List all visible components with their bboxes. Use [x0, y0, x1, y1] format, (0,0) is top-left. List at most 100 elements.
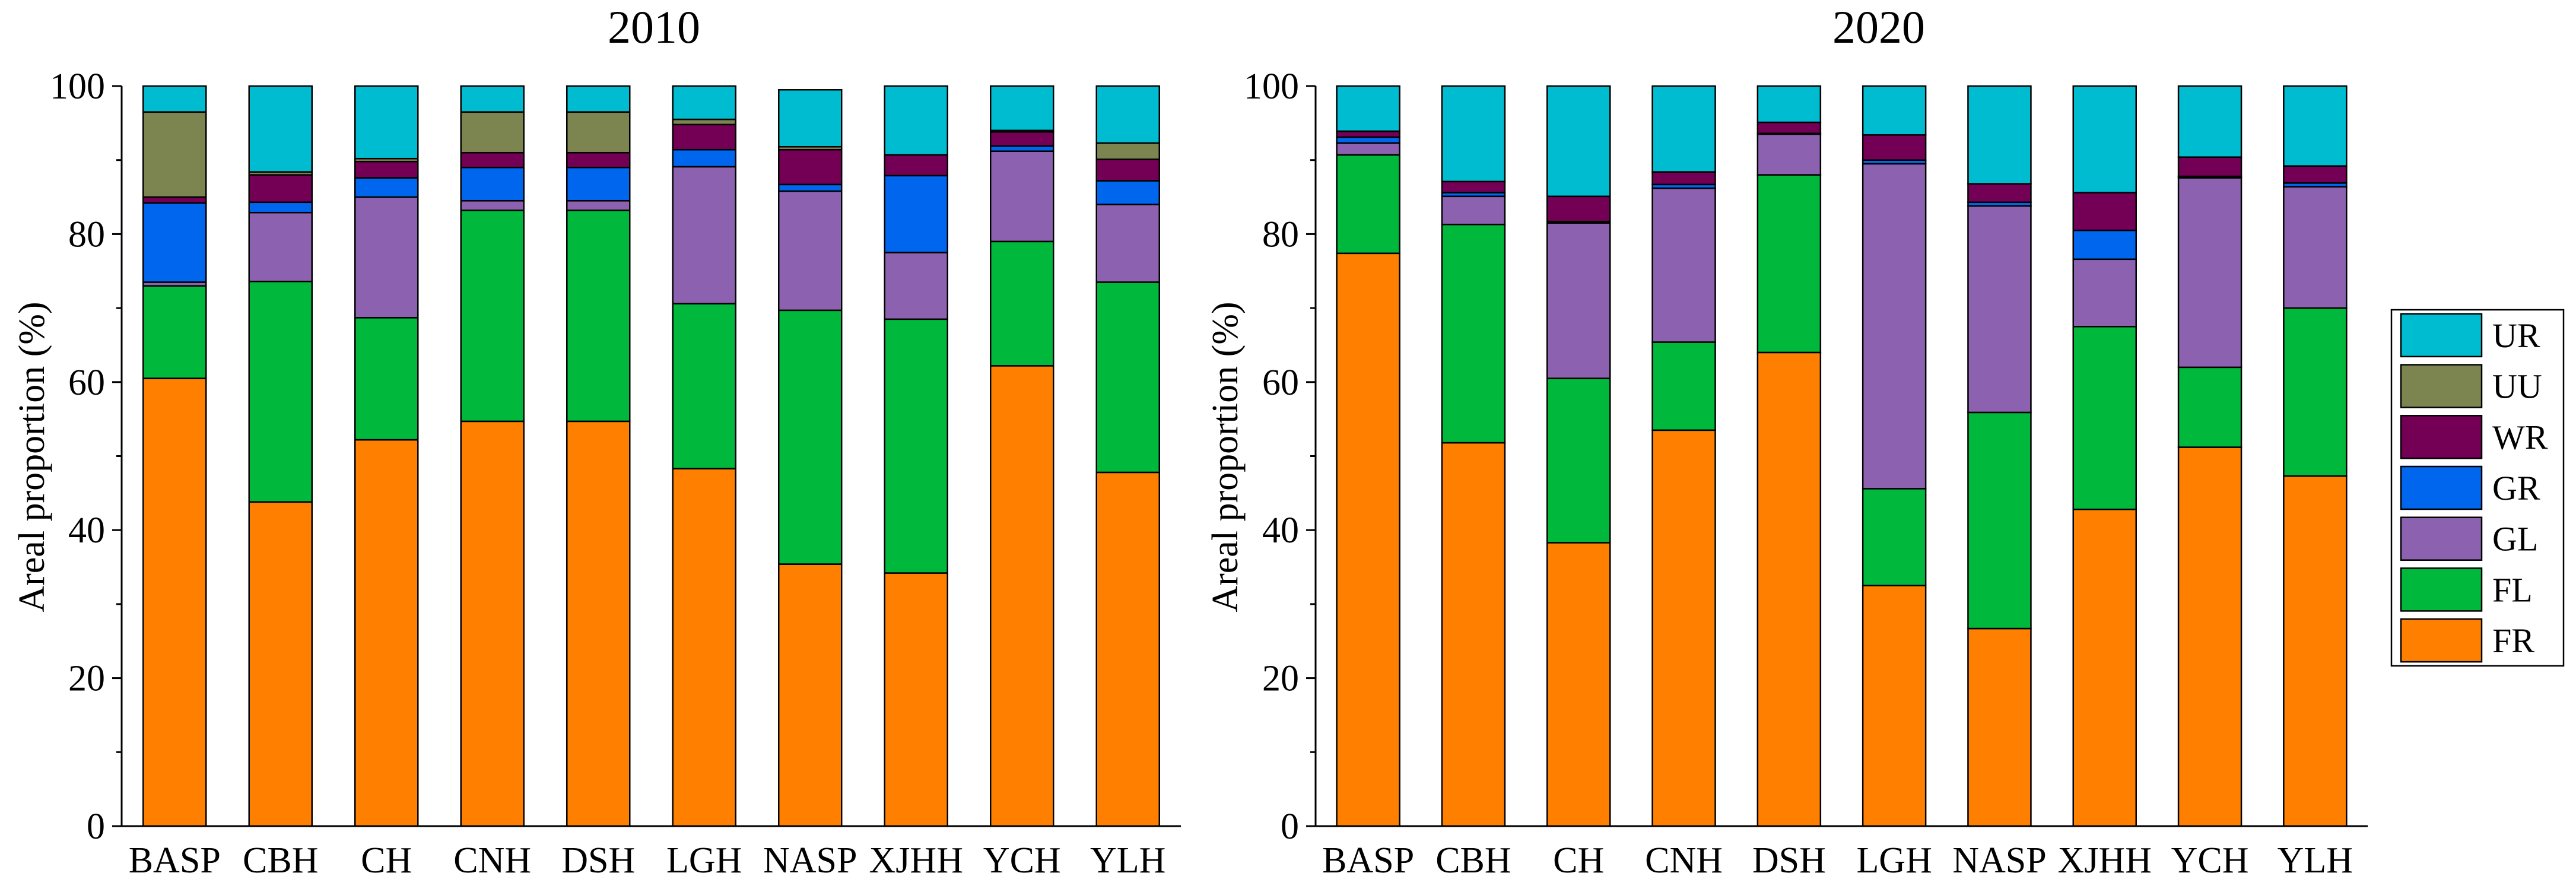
bar-segment-ur-ylh [2283, 85, 2348, 167]
x-tick-label: YCH [2171, 840, 2249, 881]
bar-segment-ur-basp [1336, 85, 1400, 132]
bar-segment-gl-dsh [1756, 133, 1822, 176]
y-tick-label: 80 [1262, 214, 1299, 255]
bar-segment-ur-nasp [778, 88, 843, 148]
bar-segment-ur-dsh [566, 85, 631, 113]
bar-segment-ur-cnh [460, 85, 525, 113]
x-tick-label: CH [361, 840, 412, 881]
bar-segment-fr-dsh [566, 420, 631, 827]
x-tick-label: DSH [1752, 840, 1826, 881]
bar-segment-fr-ych [2177, 446, 2243, 827]
bar-segment-gl-nasp [1967, 205, 2032, 414]
y-axis-label: Areal proportion (%) [1205, 301, 1246, 612]
x-tick-label: CBH [243, 840, 318, 881]
bar-segment-fl-cbh [1441, 223, 1506, 444]
bar-segment-wr-dsh [566, 151, 631, 169]
bar-segment-ur-lgh [672, 85, 736, 120]
bar-segment-wr-cnh [1651, 171, 1716, 186]
legend-swatch-ur [2400, 313, 2483, 358]
bar-segment-fr-nasp [1967, 627, 2032, 827]
bar-segment-fl-ylh [1095, 281, 1160, 474]
x-tick-label: BASP [1322, 840, 1414, 881]
legend-label-fr: FR [2492, 621, 2534, 660]
bar-segment-wr-basp [142, 196, 207, 204]
chart-panel-2010: 2010 Areal proportion (%) BASP CBH CH CNH DS… [12, 1, 1181, 881]
bar-segment-fr-xjhh [884, 572, 948, 827]
y-tick-label: 0 [87, 807, 105, 847]
legend-label-gr: GR [2492, 469, 2540, 507]
x-tick-label: NASP [763, 840, 857, 881]
bar-segment-fl-basp [1336, 154, 1400, 255]
bar-segment-gl-cnh [1651, 187, 1716, 343]
bar-segment-fr-dsh [1756, 351, 1822, 827]
bar-segment-wr-cbh [1441, 180, 1506, 193]
legend-swatch-fl [2400, 567, 2483, 612]
bar-segment-fl-xjhh [2072, 326, 2137, 510]
bar-segment-fl-nasp [1967, 411, 2032, 630]
bar-segment-gr-basp [142, 202, 207, 283]
bar-segment-wr-dsh [1756, 121, 1822, 135]
bar-segment-wr-nasp [778, 148, 843, 186]
bar-segment-gr-cnh [460, 166, 525, 202]
bar-segment-gr-nasp [778, 183, 843, 192]
bar-segment-fl-ch [354, 317, 419, 441]
bar-segment-fl-ych [990, 240, 1054, 367]
x-tick-label: CNH [1645, 840, 1723, 881]
y-tick-label: 100 [1244, 66, 1299, 107]
legend-swatch-gr [2400, 465, 2483, 510]
y-tick-label: 60 [1262, 363, 1299, 403]
bar-segment-uu-basp [142, 111, 207, 198]
bar-segment-ur-basp [142, 85, 207, 113]
y-tick-label: 100 [50, 66, 105, 107]
bar-segment-fr-ylh [2283, 475, 2348, 827]
chart-panel-2020: 2020 Areal proportion (%) BASP CBH CH CNH DS… [1205, 1, 2368, 881]
bar-segment-fr-lgh [1862, 585, 1927, 827]
bar-segment-fl-cnh [460, 209, 525, 423]
x-tick-label: CBH [1435, 840, 1511, 881]
bar-segment-fr-ch [1546, 542, 1611, 827]
bar-segment-fl-ych [2177, 366, 2243, 448]
bar-segment-fl-dsh [1756, 174, 1822, 354]
x-tick-label: BASP [129, 840, 221, 881]
bar-segment-fr-cnh [460, 420, 525, 827]
bar-segment-fl-dsh [566, 209, 631, 423]
bar-segment-wr-xjhh [884, 154, 948, 177]
bar-segment-ur-cbh [248, 85, 313, 173]
legend-swatch-wr [2400, 415, 2483, 459]
legend-label-uu: UU [2492, 367, 2542, 406]
bar-segment-wr-ych [990, 131, 1054, 147]
bar-segment-ur-dsh [1756, 85, 1822, 123]
bar-segment-wr-ch [1546, 195, 1611, 223]
bar-segment-fr-ych [990, 365, 1054, 827]
y-tick-label: 40 [1262, 510, 1299, 551]
bar-segment-fl-ylh [2283, 307, 2348, 477]
bar-segment-gr-lgh [672, 148, 736, 168]
bar-segment-gl-ylh [2283, 186, 2348, 309]
bar-segment-wr-cbh [248, 174, 313, 204]
y-tick-label: 80 [68, 214, 105, 255]
legend-label-wr: WR [2492, 418, 2548, 456]
bar-segment-wr-xjhh [2072, 192, 2137, 231]
bar-segment-ur-ch [1546, 85, 1611, 198]
bar-segment-wr-ylh [2283, 165, 2348, 184]
bar-segment-ur-lgh [1862, 85, 1927, 136]
legend-swatch-fr [2400, 618, 2483, 663]
bar-segment-ur-ych [990, 85, 1054, 132]
bar-segment-fl-xjhh [884, 318, 948, 574]
bar-segment-ur-xjhh [884, 85, 948, 156]
bar-segment-gl-lgh [1862, 163, 1927, 490]
bar-segment-gl-ych [2177, 177, 2243, 369]
legend-label-fl: FL [2492, 570, 2533, 609]
bar-segment-gr-basp [1336, 136, 1400, 144]
bar-segment-gl-nasp [778, 190, 843, 312]
x-tick-label: CH [1553, 840, 1604, 881]
x-tick-label: NASP [1952, 840, 2047, 881]
bar-segment-ur-ylh [1095, 85, 1160, 144]
bar-segment-fr-lgh [672, 468, 736, 827]
bar-segment-gl-cbh [1441, 195, 1506, 226]
y-tick-label: 40 [68, 510, 105, 551]
y-tick-label: 0 [1281, 807, 1299, 847]
bar-segment-uu-cnh [460, 111, 525, 154]
bar-segment-fr-nasp [778, 563, 843, 827]
y-axis-label: Areal proportion (%) [12, 301, 52, 612]
